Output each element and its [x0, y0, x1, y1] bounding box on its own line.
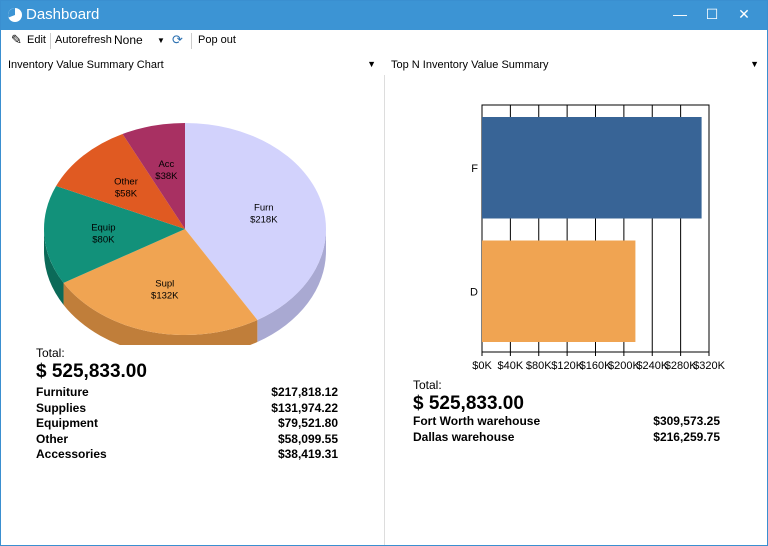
pie-label: Furn	[254, 203, 274, 214]
close-button[interactable]: ✕	[738, 6, 750, 22]
dashboard-pie-icon	[8, 8, 22, 22]
total-value: $ 525,833.00	[413, 393, 524, 414]
pie-value-label: $58K	[115, 188, 138, 199]
separator	[50, 33, 51, 49]
pie-label: Acc	[158, 159, 174, 170]
pie-slice-supl	[63, 229, 258, 335]
right-panel-title: Top N Inventory Value Summary	[391, 59, 549, 71]
summary-value: $217,818.12	[271, 385, 338, 399]
pencil-icon: ✎	[11, 32, 22, 47]
right-panel-header[interactable]: Top N Inventory Value Summary ▼	[391, 55, 765, 75]
separator	[191, 33, 192, 49]
pie-label: Supl	[155, 279, 174, 290]
x-tick-label: $320K	[693, 360, 725, 372]
summary-label: Other	[36, 431, 69, 446]
summary-value: $216,259.75	[653, 429, 720, 444]
total-label: Total:	[413, 378, 442, 392]
minimize-button[interactable]: —	[673, 6, 687, 22]
y-tick-label: D	[470, 286, 478, 298]
chevron-down-icon[interactable]: ▼	[750, 59, 759, 69]
edit-button[interactable]: Edit	[27, 34, 46, 46]
x-tick-label: $240K	[636, 360, 668, 372]
summary-label: Fort Worth warehouse	[413, 414, 541, 428]
toolbar: ✎ Edit Autorefresh None ▼ ⟳ Pop out	[1, 30, 767, 53]
chevron-down-icon[interactable]: ▼	[367, 59, 376, 69]
bar-chart: $0K $40K $80K $120K$160K$200K$240K$280K$320…	[470, 104, 726, 372]
y-tick-label: F	[471, 163, 478, 175]
autorefresh-select[interactable]: None	[114, 33, 143, 47]
summary-label: Supplies	[36, 400, 87, 415]
total-label: Total:	[36, 346, 65, 360]
pie-slice-other	[56, 133, 185, 229]
maximize-button[interactable]: ☐	[705, 6, 719, 22]
chevron-down-icon[interactable]: ▼	[157, 36, 165, 45]
pie-chart: Furn$218K Supl$132K Equip$80K Other$58K Acc$…	[44, 123, 326, 345]
pie-label: Equip	[91, 223, 115, 234]
x-tick-label: $120K	[551, 360, 583, 372]
autorefresh-label: Autorefresh	[55, 34, 112, 46]
bar-f	[482, 117, 702, 219]
pie-slice-furn	[185, 123, 326, 320]
summary-label: Dallas warehouse	[413, 429, 515, 444]
pie-value-label: $38K	[155, 171, 178, 182]
pie-value-label: $80K	[92, 235, 115, 246]
bar-d	[482, 240, 636, 342]
pie-side-supl	[63, 282, 258, 345]
refresh-icon[interactable]: ⟳	[172, 32, 183, 47]
pie-side-furn	[257, 229, 326, 342]
summary-value: $58,099.55	[277, 431, 338, 446]
left-panel-title: Inventory Value Summary Chart	[8, 59, 164, 71]
window-title: Dashboard	[26, 6, 100, 23]
x-tick-label: $160K	[580, 360, 612, 372]
pie-side-equip	[44, 229, 64, 305]
title-bar: Dashboard — ☐ ✕	[1, 1, 767, 30]
summary-value: $131,974.22	[271, 400, 338, 415]
x-tick-label: $280K	[665, 360, 697, 372]
left-panel-header[interactable]: Inventory Value Summary Chart ▼	[8, 55, 382, 75]
summary-value: $309,573.25	[653, 414, 720, 428]
pop-out-button[interactable]: Pop out	[198, 34, 236, 46]
x-tick-label: $40K	[498, 360, 524, 372]
summary-label: Accessories	[36, 447, 107, 461]
x-tick-label: $200K	[608, 360, 640, 372]
pie-slice-acc	[122, 123, 185, 229]
x-tick-label: $80K	[526, 360, 552, 372]
summary-value: $79,521.80	[277, 416, 338, 430]
x-tick-label: $0K	[472, 360, 492, 372]
pie-value-label: $218K	[250, 215, 278, 226]
pie-slice-equip	[44, 186, 185, 283]
panel-divider	[384, 75, 385, 545]
summary-label: Furniture	[36, 385, 89, 399]
pie-value-label: $132K	[151, 291, 179, 302]
total-value: $ 525,833.00	[36, 361, 147, 382]
summary-value: $38,419.31	[277, 447, 338, 461]
summary-label: Equipment	[36, 416, 98, 430]
pie-label: Other	[114, 176, 138, 187]
